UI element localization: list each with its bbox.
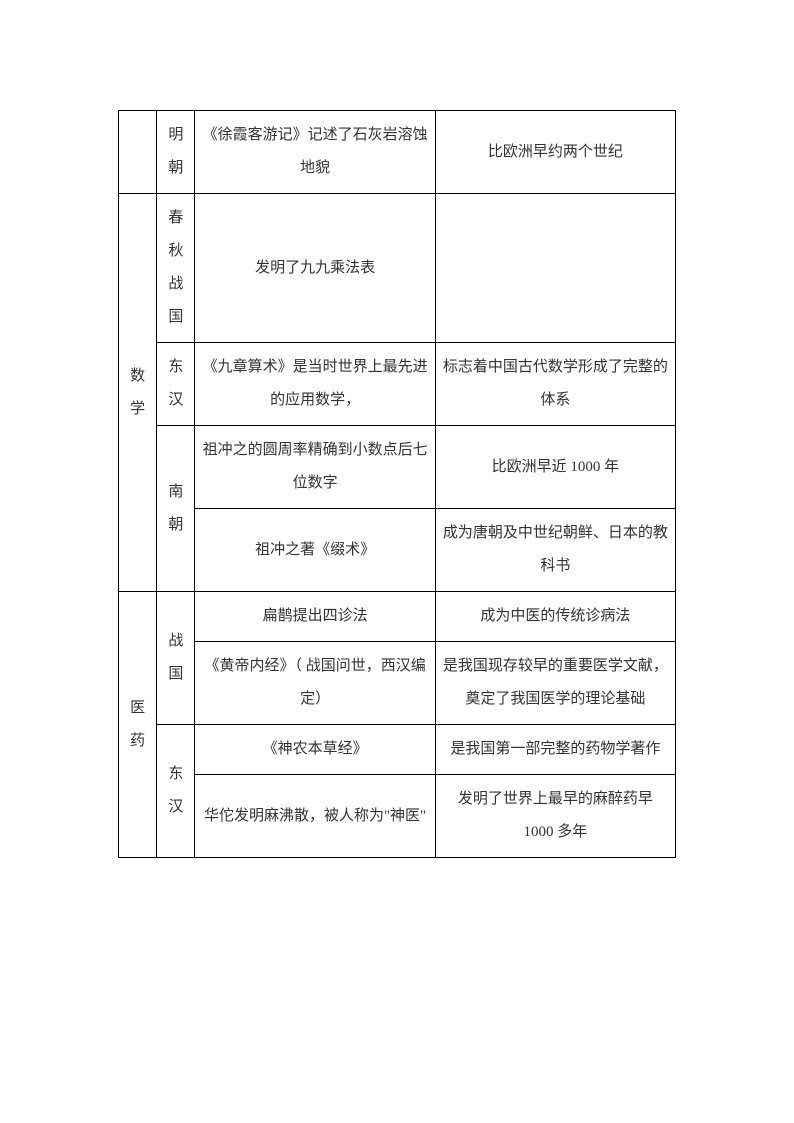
table-row: 东汉 《神农本草经》 是我国第一部完整的药物学著作 xyxy=(119,725,676,775)
significance-cell: 是我国现存较早的重要医学文献，奠定了我国医学的理论基础 xyxy=(435,642,675,725)
table-row: 明朝 《徐霞客游记》记述了石灰岩溶蚀地貌 比欧洲早约两个世纪 xyxy=(119,111,676,194)
table-row: 数学 春秋战国 发明了九九乘法表 xyxy=(119,194,676,343)
dynasty-cell: 东汉 xyxy=(157,343,195,426)
category-cell-medicine: 医药 xyxy=(119,592,157,858)
significance-cell: 比欧洲早约两个世纪 xyxy=(435,111,675,194)
table-row: 祖冲之著《缀术》 成为唐朝及中世纪朝鲜、日本的教科书 xyxy=(119,509,676,592)
table-row: 东汉 《九章算术》是当时世界上最先进的应用数学， 标志着中国古代数学形成了完整的… xyxy=(119,343,676,426)
achievement-cell: 《九章算术》是当时世界上最先进的应用数学， xyxy=(195,343,435,426)
achievement-cell: 扁鹊提出四诊法 xyxy=(195,592,435,642)
dynasty-cell: 明朝 xyxy=(157,111,195,194)
history-table: 明朝 《徐霞客游记》记述了石灰岩溶蚀地貌 比欧洲早约两个世纪 数学 春秋战国 发… xyxy=(118,110,676,858)
achievement-cell: 华佗发明麻沸散，被人称为"神医" xyxy=(195,775,435,858)
achievement-cell: 祖冲之的圆周率精确到小数点后七位数字 xyxy=(195,426,435,509)
table-row: 《黄帝内经》（ 战国问世，西汉编定） 是我国现存较早的重要医学文献，奠定了我国医… xyxy=(119,642,676,725)
table-row: 华佗发明麻沸散，被人称为"神医" 发明了世界上最早的麻醉药早 1000 多年 xyxy=(119,775,676,858)
achievement-cell: 《黄帝内经》（ 战国问世，西汉编定） xyxy=(195,642,435,725)
significance-cell: 是我国第一部完整的药物学著作 xyxy=(435,725,675,775)
dynasty-cell: 春秋战国 xyxy=(157,194,195,343)
achievement-cell: 《神农本草经》 xyxy=(195,725,435,775)
achievement-cell: 《徐霞客游记》记述了石灰岩溶蚀地貌 xyxy=(195,111,435,194)
significance-cell: 标志着中国古代数学形成了完整的体系 xyxy=(435,343,675,426)
category-cell-math: 数学 xyxy=(119,194,157,592)
dynasty-cell: 南朝 xyxy=(157,426,195,592)
achievement-cell: 发明了九九乘法表 xyxy=(195,194,435,343)
table-row: 医药 战国 扁鹊提出四诊法 成为中医的传统诊病法 xyxy=(119,592,676,642)
significance-cell: 成为唐朝及中世纪朝鲜、日本的教科书 xyxy=(435,509,675,592)
dynasty-cell: 战国 xyxy=(157,592,195,725)
significance-cell: 成为中医的传统诊病法 xyxy=(435,592,675,642)
significance-cell: 发明了世界上最早的麻醉药早 1000 多年 xyxy=(435,775,675,858)
table-row: 南朝 祖冲之的圆周率精确到小数点后七位数字 比欧洲早近 1000 年 xyxy=(119,426,676,509)
significance-cell: 比欧洲早近 1000 年 xyxy=(435,426,675,509)
category-cell-empty xyxy=(119,111,157,194)
significance-cell-empty xyxy=(435,194,675,343)
achievement-cell: 祖冲之著《缀术》 xyxy=(195,509,435,592)
dynasty-cell: 东汉 xyxy=(157,725,195,858)
